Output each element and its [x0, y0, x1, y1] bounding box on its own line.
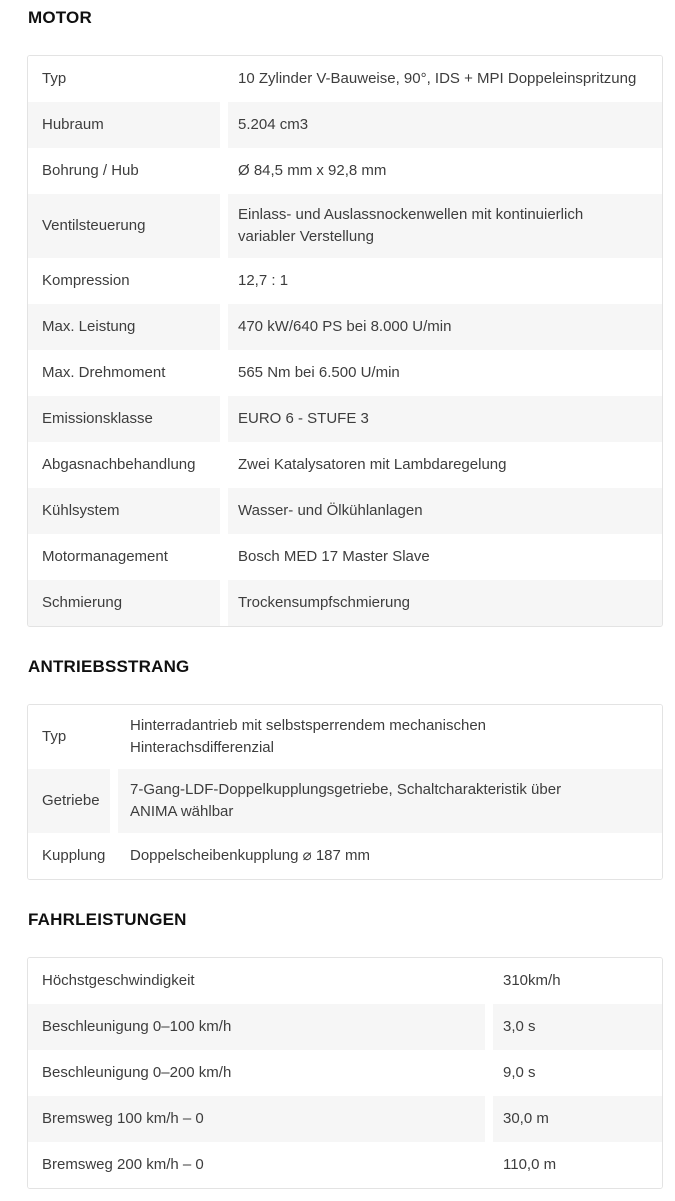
- spec-row-value-text: 9,0 s: [503, 1064, 536, 1081]
- spec-row-value: 470 kW/640 PS bei 8.000 U/min: [228, 304, 662, 350]
- spec-row: Bremsweg 100 km/h – 0 30,0 m: [28, 1096, 662, 1142]
- spec-row-value-text: 5.204 cm3: [238, 116, 309, 133]
- spec-row: Bohrung / Hub Ø 84,5 mm x 92,8 mm: [28, 148, 662, 194]
- spec-row: Beschleunigung 0–200 km/h 9,0 s: [28, 1050, 662, 1096]
- spec-row-value-text: Bosch MED 17 Master Slave: [238, 548, 430, 565]
- spec-row-value-text: 3,0 s: [503, 1018, 536, 1035]
- spec-row-value: Trockensumpfschmierung: [228, 580, 662, 626]
- spec-row-value-text: Hinterradantrieb mit selbstsperrendem me…: [130, 717, 487, 756]
- spec-row-value-text: Einlass- und Auslassnockenwellen mit kon…: [238, 206, 584, 245]
- spec-table-motor: Typ 10 Zylinder V-Bauweise, 90°, IDS + MP…: [27, 55, 663, 627]
- spec-row: Typ Hinterradantrieb mit selbstsperrendem…: [28, 705, 662, 769]
- spec-row-label: Kühlsystem: [28, 488, 220, 534]
- spec-row-label: Hubraum: [28, 102, 220, 148]
- spec-row: Kühlsystem Wasser- und Ölkühlanlagen: [28, 488, 662, 534]
- spec-row: Kompression 12,7 : 1: [28, 258, 662, 304]
- spec-row-label: Typ: [28, 705, 110, 769]
- spec-row-value: EURO 6 - STUFE 3: [228, 396, 662, 442]
- spec-row-label: Getriebe: [28, 769, 110, 833]
- section-antriebsstrang: ANTRIEBSSTRANG Typ Hinterradantrieb mit s…: [27, 657, 663, 880]
- spec-row-label: Emissionsklasse: [28, 396, 220, 442]
- spec-row: Typ 10 Zylinder V-Bauweise, 90°, IDS + MP…: [28, 56, 662, 102]
- spec-row: Hubraum 5.204 cm3: [28, 102, 662, 148]
- spec-row-label: Max. Leistung: [28, 304, 220, 350]
- spec-row: Max. Leistung 470 kW/640 PS bei 8.000 U/m…: [28, 304, 662, 350]
- spec-row-value: Doppelscheibenkupplung ⌀ 187 mm: [118, 833, 662, 879]
- spec-row-value: 3,0 s: [493, 1004, 662, 1050]
- spec-row-value-text: 310km/h: [503, 972, 561, 989]
- spec-row-value-text: 110,0 m: [503, 1156, 557, 1173]
- spec-row-value: Bosch MED 17 Master Slave: [228, 534, 662, 580]
- spec-row-value: 310km/h: [493, 958, 662, 1004]
- spec-table-fahrleistungen: Höchstgeschwindigkeit 310km/h Beschleunigu…: [27, 957, 663, 1189]
- spec-row-value: 9,0 s: [493, 1050, 662, 1096]
- spec-row-value: Zwei Katalysatoren mit Lambdaregelung: [228, 442, 662, 488]
- spec-row-value-text: Doppelscheibenkupplung ⌀ 187 mm: [130, 847, 371, 864]
- spec-row-label: Beschleunigung 0–100 km/h: [28, 1004, 485, 1050]
- spec-row-label: Typ: [28, 56, 220, 102]
- spec-row: Bremsweg 200 km/h – 0 110,0 m: [28, 1142, 662, 1188]
- spec-row: Kupplung Doppelscheibenkupplung ⌀ 187 mm: [28, 833, 662, 879]
- section-title-motor: MOTOR: [28, 8, 92, 27]
- spec-row-value: 5.204 cm3: [228, 102, 662, 148]
- spec-row-value: 565 Nm bei 6.500 U/min: [228, 350, 662, 396]
- spec-row-value-text: 30,0 m: [503, 1110, 549, 1127]
- spec-row: Getriebe 7-Gang-LDF-Doppelkupplungsgetrie…: [28, 769, 662, 833]
- spec-row: Beschleunigung 0–100 km/h 3,0 s: [28, 1004, 662, 1050]
- section-title-antriebsstrang: ANTRIEBSSTRANG: [28, 657, 190, 676]
- spec-row: Schmierung Trockensumpfschmierung: [28, 580, 662, 626]
- spec-row: Max. Drehmoment 565 Nm bei 6.500 U/min: [28, 350, 662, 396]
- spec-row-label: Kompression: [28, 258, 220, 304]
- spec-row-label: Ventilsteuerung: [28, 194, 220, 258]
- spec-row-label: Abgasnachbehandlung: [28, 442, 220, 488]
- spec-row: Motormanagement Bosch MED 17 Master Slave: [28, 534, 662, 580]
- spec-row-value: Einlass- und Auslassnockenwellen mit kon…: [228, 194, 662, 258]
- spec-row-value-text: 10 Zylinder V-Bauweise, 90°, IDS + MPI D…: [238, 70, 637, 87]
- spec-row-value: 110,0 m: [493, 1142, 662, 1188]
- spec-row: Höchstgeschwindigkeit 310km/h: [28, 958, 662, 1004]
- spec-row-label: Beschleunigung 0–200 km/h: [28, 1050, 485, 1096]
- spec-row-label: Schmierung: [28, 580, 220, 626]
- section-motor: MOTOR Typ 10 Zylinder V-Bauweise, 90°, ID…: [27, 8, 663, 627]
- spec-row-value: Wasser- und Ölkühlanlagen: [228, 488, 662, 534]
- spec-row-value-text: 565 Nm bei 6.500 U/min: [238, 364, 400, 381]
- spec-row-value-text: 470 kW/640 PS bei 8.000 U/min: [238, 318, 452, 335]
- spec-row-value: 30,0 m: [493, 1096, 662, 1142]
- spec-table-antriebsstrang: Typ Hinterradantrieb mit selbstsperrendem…: [27, 704, 663, 880]
- spec-row-value: Ø 84,5 mm x 92,8 mm: [228, 148, 662, 194]
- spec-row: Emissionsklasse EURO 6 - STUFE 3: [28, 396, 662, 442]
- spec-row-value-text: EURO 6 - STUFE 3: [238, 410, 369, 427]
- section-title-fahrleistungen: FAHRLEISTUNGEN: [28, 910, 187, 929]
- spec-row-value-text: Wasser- und Ölkühlanlagen: [238, 502, 423, 519]
- spec-row-value: Hinterradantrieb mit selbstsperrendem me…: [118, 705, 662, 769]
- spec-row-value-text: 7-Gang-LDF-Doppelkupplungsgetriebe, Scha…: [130, 781, 562, 820]
- spec-row-value-text: Zwei Katalysatoren mit Lambdaregelung: [238, 456, 507, 473]
- spec-row-value: 12,7 : 1: [228, 258, 662, 304]
- spec-row-value-text: 12,7 : 1: [238, 272, 289, 289]
- spec-row: Abgasnachbehandlung Zwei Katalysatoren mi…: [28, 442, 662, 488]
- spec-row-value-text: Trockensumpfschmierung: [238, 594, 411, 611]
- spec-row-label: Bremsweg 100 km/h – 0: [28, 1096, 485, 1142]
- spec-row-label: Kupplung: [28, 833, 110, 879]
- spec-row-value-text: Ø 84,5 mm x 92,8 mm: [238, 162, 387, 179]
- spec-row-value: 7-Gang-LDF-Doppelkupplungsgetriebe, Scha…: [118, 769, 662, 833]
- spec-row-label: Bremsweg 200 km/h – 0: [28, 1142, 485, 1188]
- spec-row-value: 10 Zylinder V-Bauweise, 90°, IDS + MPI D…: [228, 56, 662, 102]
- spec-row-label: Motormanagement: [28, 534, 220, 580]
- spec-row-label: Bohrung / Hub: [28, 148, 220, 194]
- spec-row-label: Höchstgeschwindigkeit: [28, 958, 485, 1004]
- section-fahrleistungen: FAHRLEISTUNGEN Höchstgeschwindigkeit 310k…: [27, 910, 663, 1189]
- spec-row: Ventilsteuerung Einlass- und Auslassnocke…: [28, 194, 662, 258]
- spec-row-label: Max. Drehmoment: [28, 350, 220, 396]
